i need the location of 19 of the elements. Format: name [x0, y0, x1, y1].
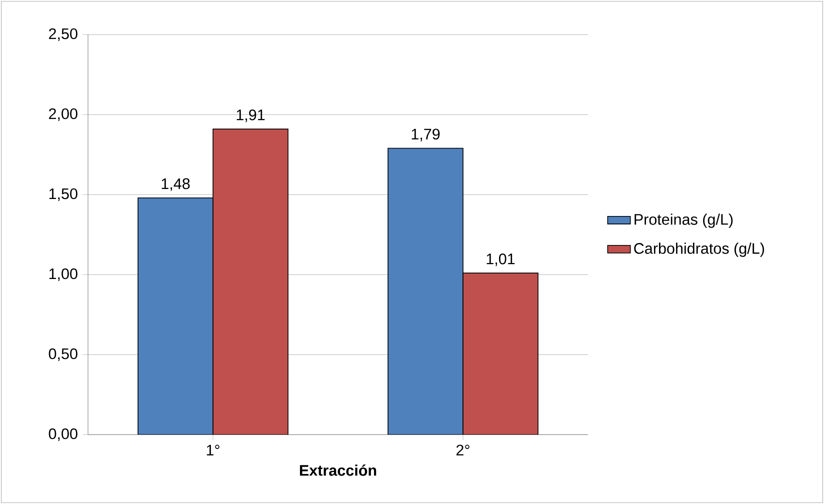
y-tick-label: 1,00 — [49, 268, 78, 281]
x-tick-label: 2° — [456, 444, 470, 456]
y-tick-label: 0,50 — [48, 348, 78, 361]
data-label: 1,01 — [486, 254, 515, 266]
y-tick-label: 0,00 — [48, 428, 78, 441]
legend-label: Carbohidratos (g/L) — [634, 242, 764, 257]
legend-label: Proteinas (g/L) — [634, 214, 733, 228]
y-tick-label: 2,00 — [49, 108, 78, 121]
bar — [212, 128, 288, 435]
data-label: 1,91 — [236, 110, 265, 122]
x-axis-title: Extracción — [300, 464, 376, 476]
bar — [462, 272, 538, 435]
y-tick-label: 1,50 — [49, 188, 78, 201]
bar — [138, 197, 214, 435]
data-label: 1,48 — [162, 178, 190, 191]
y-tick-label: 2,50 — [49, 28, 78, 41]
bar — [388, 148, 464, 435]
data-label: 1,79 — [412, 128, 440, 142]
x-tick-label: 1° — [206, 444, 220, 456]
